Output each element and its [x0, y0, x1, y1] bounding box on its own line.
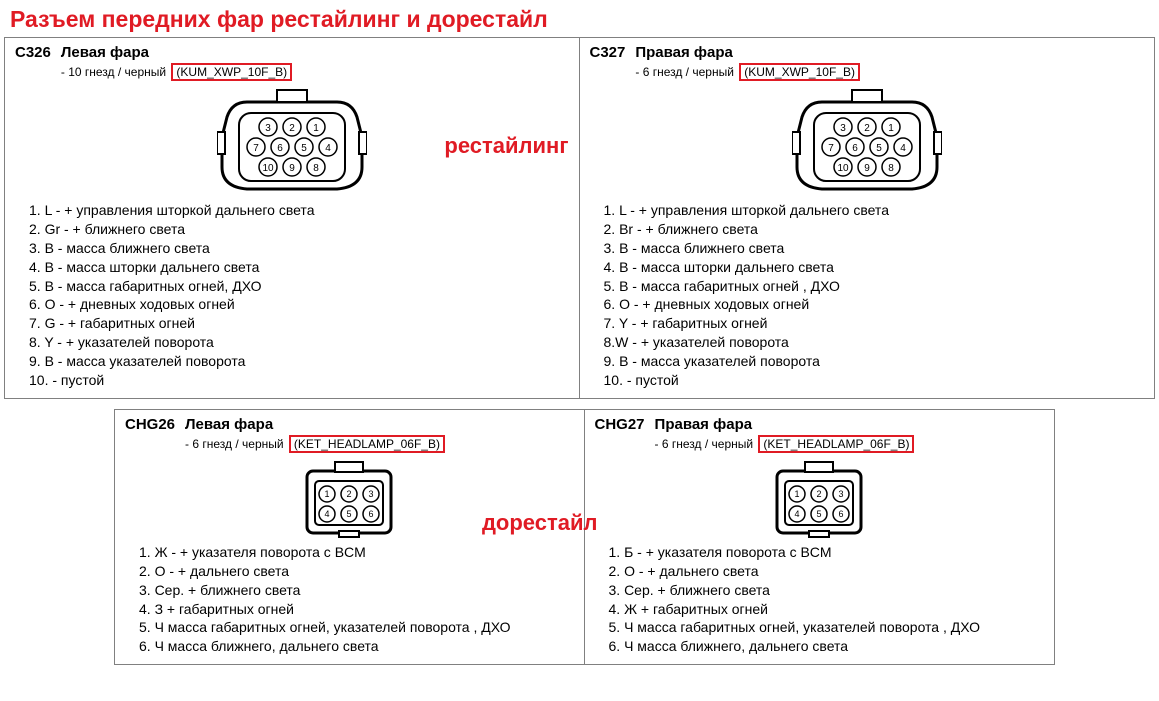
svg-text:4: 4 [795, 509, 800, 519]
pin-item: 2. О - + дальнего света [139, 562, 574, 581]
svg-text:2: 2 [864, 123, 870, 134]
svg-text:1: 1 [313, 123, 319, 134]
svg-text:10: 10 [262, 163, 274, 174]
svg-text:5: 5 [817, 509, 822, 519]
cell-chg26: CHG26 Левая фара - 6 гнезд / черный (KET… [115, 410, 585, 664]
svg-text:10: 10 [837, 163, 849, 174]
pin-item: 5. B - масса габаритных огней, ДХО [29, 277, 569, 296]
pin-item: 8.W - + указателей поворота [604, 333, 1145, 352]
conn-name: Левая фара [185, 416, 445, 433]
svg-text:6: 6 [839, 509, 844, 519]
diagram-grid: C326 Левая фара - 10 гнезд / черный (KUM… [4, 37, 1155, 665]
pin-item: 7. G - + габаритных огней [29, 314, 569, 333]
svg-text:2: 2 [817, 489, 822, 499]
conn-code: CHG27 [595, 416, 645, 433]
svg-text:4: 4 [900, 143, 906, 154]
part-number: (KET_HEADLAMP_06F_B) [289, 435, 445, 453]
cell-c327: C327 Правая фара - 6 гнезд / черный (KUM… [580, 38, 1155, 398]
connector-diagram: 1 2 3 4 5 6 [299, 459, 399, 539]
pin-item: 4. B - масса шторки дальнего света [29, 258, 569, 277]
conn-sub: - 10 гнезд / черный (KUM_XWP_10F_B) [61, 63, 292, 81]
svg-text:1: 1 [888, 123, 894, 134]
svg-text:3: 3 [265, 123, 271, 134]
pin-item: 1. L - + управления шторкой дальнего све… [29, 201, 569, 220]
pin-item: 1. L - + управления шторкой дальнего све… [604, 201, 1145, 220]
pin-item: 7. Y - + габаритных огней [604, 314, 1145, 333]
svg-text:7: 7 [253, 143, 259, 154]
pin-item: 9. B - масса указателей поворота [604, 352, 1145, 371]
pin-item: 3. B - масса ближнего света [604, 239, 1145, 258]
pin-item: 6. O - + дневных ходовых огней [29, 295, 569, 314]
conn-sub: - 6 гнезд / черный (KUM_XWP_10F_B) [635, 63, 860, 81]
conn-sub: - 6 гнезд / черный (KET_HEADLAMP_06F_B) [185, 435, 445, 453]
svg-text:6: 6 [277, 143, 283, 154]
pin-item: 3. Сер. + ближнего света [609, 581, 1045, 600]
pin-item: 3. Сер. + ближнего света [139, 581, 574, 600]
svg-text:5: 5 [347, 509, 352, 519]
conn-code: C326 [15, 44, 51, 61]
svg-text:8: 8 [313, 163, 319, 174]
pin-item: 10. - пустой [604, 371, 1145, 390]
pin-item: 3. B - масса ближнего света [29, 239, 569, 258]
pin-item: 8. Y - + указателей поворота [29, 333, 569, 352]
conn-name: Левая фара [61, 44, 292, 61]
conn-name: Правая фара [635, 44, 860, 61]
conn-sub: - 6 гнезд / черный (KET_HEADLAMP_06F_B) [655, 435, 915, 453]
svg-text:3: 3 [840, 123, 846, 134]
pin-item: 1. Б - + указателя поворота с BCM [609, 543, 1045, 562]
svg-text:6: 6 [369, 509, 374, 519]
pin-list: 1. Б - + указателя поворота с BCM2. О - … [609, 543, 1045, 656]
svg-text:3: 3 [839, 489, 844, 499]
pin-item: 4. B - масса шторки дальнего света [604, 258, 1145, 277]
connector-diagram: 1 2 3 4 5 6 [769, 459, 869, 539]
page-title: Разъем передних фар рестайлинг и дореста… [10, 6, 1155, 33]
pin-item: 5. B - масса габаритных огней , ДХО [604, 277, 1145, 296]
pin-item: 6. O - + дневных ходовых огней [604, 295, 1145, 314]
pin-item: 2. О - + дальнего света [609, 562, 1045, 581]
pin-item: 4. Ж + габаритных огней [609, 600, 1045, 619]
connector-diagram: 3 2 1 7 6 5 4 10 9 8 [217, 87, 367, 197]
svg-text:9: 9 [864, 163, 870, 174]
pin-item: 4. З + габаритных огней [139, 600, 574, 619]
pin-item: 10. - пустой [29, 371, 569, 390]
conn-code: CHG26 [125, 416, 175, 433]
pin-item: 2. Br - + ближнего света [604, 220, 1145, 239]
part-number: (KUM_XWP_10F_B) [171, 63, 292, 81]
pin-item: 1. Ж - + указателя поворота с BCM [139, 543, 574, 562]
cell-c326: C326 Левая фара - 10 гнезд / черный (KUM… [5, 38, 580, 398]
svg-text:2: 2 [347, 489, 352, 499]
pin-item: 5. Ч масса габаритных огней, указателей … [609, 618, 1045, 637]
svg-text:7: 7 [828, 143, 834, 154]
pin-list: 1. L - + управления шторкой дальнего све… [29, 201, 569, 390]
pin-item: 6. Ч масса ближнего, дальнего света [139, 637, 574, 656]
svg-text:4: 4 [325, 143, 331, 154]
pin-list: 1. L - + управления шторкой дальнего све… [604, 201, 1145, 390]
svg-text:4: 4 [325, 509, 330, 519]
pin-item: 6. Ч масса ближнего, дальнего света [609, 637, 1045, 656]
cell-chg27: CHG27 Правая фара - 6 гнезд / черный (KE… [585, 410, 1055, 664]
svg-text:6: 6 [852, 143, 858, 154]
svg-text:8: 8 [888, 163, 894, 174]
pin-item: 5. Ч масса габаритных огней, указателей … [139, 618, 574, 637]
svg-text:3: 3 [369, 489, 374, 499]
conn-name: Правая фара [655, 416, 915, 433]
svg-text:1: 1 [325, 489, 330, 499]
svg-text:5: 5 [301, 143, 307, 154]
pin-item: 2. Gr - + ближнего света [29, 220, 569, 239]
svg-text:5: 5 [876, 143, 882, 154]
svg-text:9: 9 [289, 163, 295, 174]
connector-diagram: 3 2 1 7 6 5 4 10 9 8 [792, 87, 942, 197]
svg-text:1: 1 [795, 489, 800, 499]
svg-text:2: 2 [289, 123, 295, 134]
part-number: (KUM_XWP_10F_B) [739, 63, 860, 81]
pin-list: 1. Ж - + указателя поворота с BCM2. О - … [139, 543, 574, 656]
conn-code: C327 [590, 44, 626, 61]
pin-item: 9. B - масса указателей поворота [29, 352, 569, 371]
part-number: (KET_HEADLAMP_06F_B) [758, 435, 914, 453]
